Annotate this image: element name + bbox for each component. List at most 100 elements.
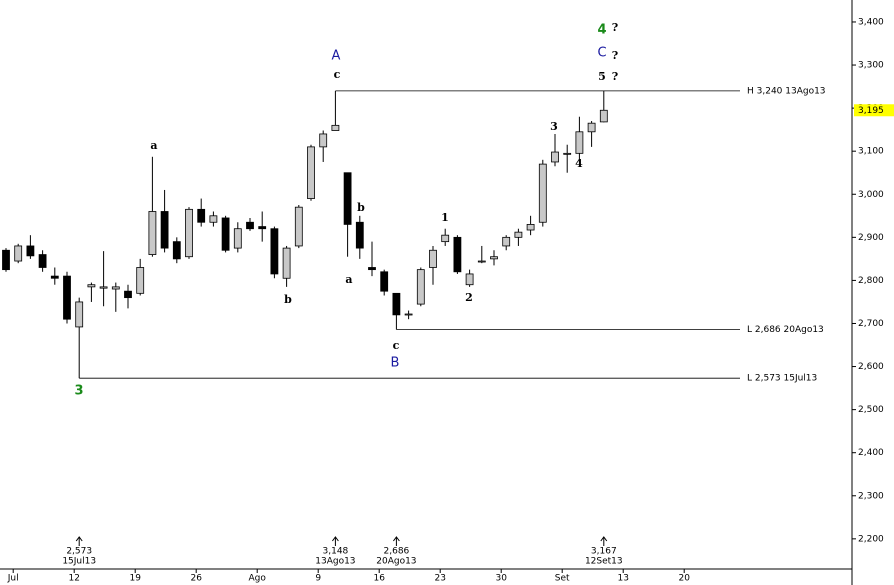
candle-body bbox=[185, 208, 193, 258]
annotation: C bbox=[597, 46, 606, 61]
y-tick-label: 2,500 bbox=[858, 405, 884, 415]
annotation: c bbox=[334, 68, 341, 81]
marker-date: 15Jul13 bbox=[62, 557, 96, 567]
candle-body bbox=[380, 271, 389, 292]
y-tick-label: 2,400 bbox=[858, 448, 884, 458]
candle-body bbox=[38, 254, 47, 268]
candle-body bbox=[575, 131, 584, 154]
candle-body bbox=[172, 241, 181, 260]
marker-arrow-head bbox=[600, 536, 608, 542]
candle-body bbox=[599, 109, 608, 123]
marker-value: 3,148 bbox=[323, 547, 349, 557]
marker-arrow-head bbox=[393, 536, 400, 542]
annotation: 3 bbox=[550, 120, 558, 133]
annotation: 2 bbox=[465, 291, 473, 304]
candle-body bbox=[282, 247, 291, 279]
candle-body bbox=[551, 151, 559, 163]
candle-body bbox=[124, 290, 132, 299]
marker-value: 3,167 bbox=[591, 547, 617, 557]
annotation: ? bbox=[612, 70, 618, 83]
candle-body bbox=[209, 215, 218, 223]
marker-date: 12Set13 bbox=[585, 557, 623, 567]
level-label: H 3,240 13Ago13 bbox=[747, 86, 826, 96]
annotation: ? bbox=[612, 21, 618, 34]
candle-body bbox=[490, 256, 498, 260]
candle-body bbox=[63, 275, 71, 320]
candle-body bbox=[111, 286, 120, 290]
x-tick-label: 26 bbox=[190, 574, 202, 584]
candle-body bbox=[160, 211, 169, 249]
annotation: a bbox=[345, 273, 352, 286]
y-tick-label: 3,100 bbox=[858, 147, 884, 157]
y-tick-label: 2,900 bbox=[858, 233, 884, 243]
last-price-label: 3,195 bbox=[858, 106, 884, 116]
marker-date: 13Ago13 bbox=[315, 557, 355, 567]
annotation: 5 bbox=[598, 70, 606, 83]
marker-arrow-head bbox=[75, 536, 83, 542]
candle-body bbox=[355, 221, 364, 249]
y-tick-label: 2,700 bbox=[858, 319, 884, 329]
y-tick-label: 3,300 bbox=[858, 61, 884, 71]
marker-arrow-head bbox=[332, 536, 339, 542]
candle-body bbox=[26, 245, 35, 257]
candle-body bbox=[526, 224, 535, 231]
annotation: b bbox=[357, 201, 365, 214]
annotation: c bbox=[393, 339, 400, 352]
x-tick-label: Ago bbox=[249, 574, 267, 584]
level-label: L 2,686 20Ago13 bbox=[747, 325, 824, 335]
candle-body bbox=[587, 122, 596, 133]
candle-body bbox=[368, 267, 376, 271]
candle-body bbox=[514, 231, 523, 238]
candle-body bbox=[233, 228, 242, 249]
candle-body bbox=[563, 152, 572, 155]
candle-body bbox=[429, 249, 437, 268]
candle-body bbox=[294, 206, 303, 247]
candle-body bbox=[331, 124, 340, 131]
x-tick-label: 30 bbox=[495, 574, 507, 584]
x-tick-label: 9 bbox=[315, 574, 321, 584]
candle-body bbox=[148, 211, 157, 255]
wave-labels: 4 ? A C ? c 5 ? a b a b 1 3 4 2 c B 3 bbox=[74, 21, 618, 399]
annotation: 4 bbox=[575, 157, 583, 170]
marker-value: 2,686 bbox=[384, 547, 410, 557]
candle-body bbox=[99, 286, 108, 289]
candle-body bbox=[477, 260, 486, 263]
candle-body bbox=[270, 228, 279, 275]
candle-body bbox=[197, 208, 206, 223]
annotation: 3 bbox=[74, 384, 83, 399]
candle-body bbox=[343, 172, 352, 225]
candle-body bbox=[502, 236, 511, 247]
x-tick-label: 23 bbox=[434, 574, 445, 584]
y-tick-label: 2,200 bbox=[858, 534, 884, 544]
y-tick-label: 3,400 bbox=[858, 17, 884, 27]
candle-body bbox=[404, 313, 413, 316]
level-label: L 2,573 15Jul13 bbox=[747, 374, 817, 384]
candle-body bbox=[392, 292, 401, 316]
candle-body bbox=[87, 284, 96, 288]
x-tick-label: 16 bbox=[373, 574, 385, 584]
annotation: B bbox=[391, 356, 400, 371]
annotation: b bbox=[284, 293, 292, 306]
y-tick-label: 2,300 bbox=[858, 491, 884, 501]
annotation: a bbox=[150, 139, 157, 152]
y-tick-label: 2,600 bbox=[858, 362, 884, 372]
candle-body bbox=[136, 267, 145, 294]
candle-body bbox=[14, 245, 23, 262]
annotation: A bbox=[332, 49, 341, 64]
candle-body bbox=[75, 301, 84, 328]
y-tick-label: 3,000 bbox=[858, 190, 884, 200]
marker-date: 20Ago13 bbox=[376, 557, 416, 567]
last-price-box bbox=[854, 104, 894, 117]
candle-body bbox=[221, 217, 230, 251]
marker-value: 2,573 bbox=[66, 547, 92, 557]
y-tick-label: 2,800 bbox=[858, 276, 884, 286]
x-tick-label: Set bbox=[555, 574, 570, 584]
candle-body bbox=[465, 273, 474, 286]
candle-body bbox=[246, 221, 254, 230]
x-tick-label: 19 bbox=[129, 574, 141, 584]
candle-body bbox=[453, 236, 462, 273]
x-tick-label: Jul bbox=[7, 574, 19, 584]
annotation: ? bbox=[612, 49, 618, 62]
candle-body bbox=[416, 269, 425, 305]
